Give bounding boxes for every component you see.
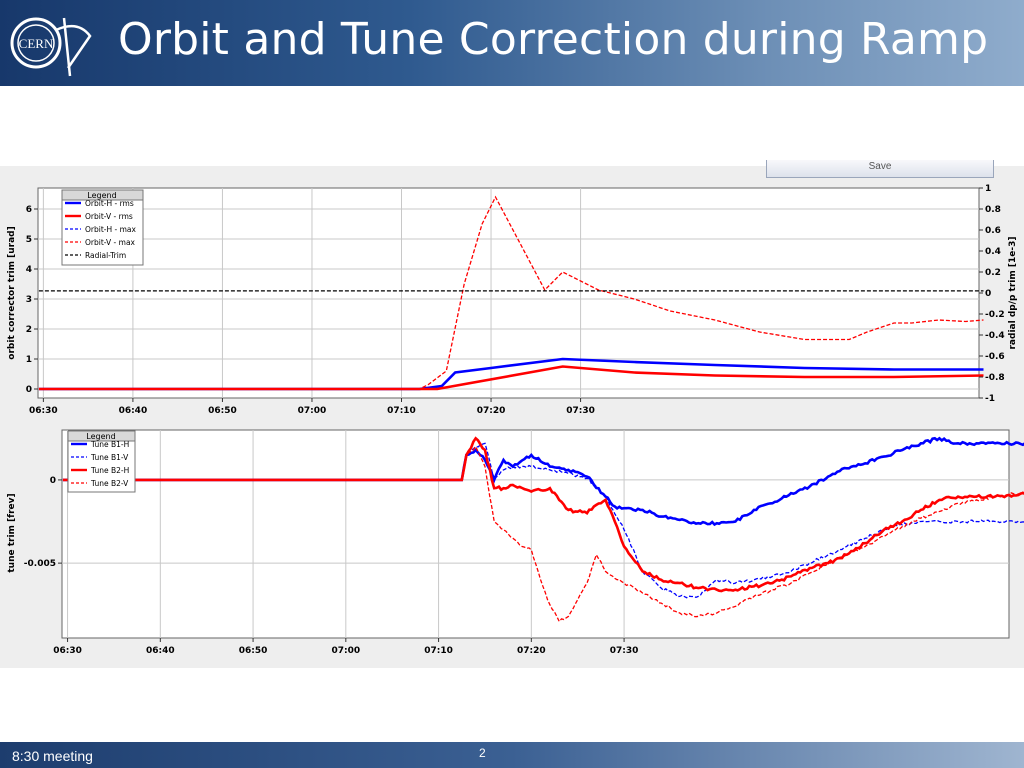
orbit-plot-frame bbox=[37, 187, 980, 399]
tune-legend: Legend Tune B1-H Tune B1-V Tune B2-H Tune B… bbox=[67, 430, 136, 493]
x-tick-label: 07:00 bbox=[331, 646, 360, 656]
orbit-y2-axis-label: radial dp/p trim [1e-3] bbox=[1008, 236, 1018, 349]
legend-label: Tune B1-H bbox=[90, 440, 129, 449]
series-line-0 bbox=[38, 357, 984, 391]
y2-tick-label: -1 bbox=[985, 394, 995, 404]
series-line-3 bbox=[38, 195, 984, 390]
legend-label: Orbit-H - rms bbox=[85, 199, 134, 208]
legend-label: Orbit-V - rms bbox=[85, 212, 133, 221]
tune-plot-axes: 06:30 06:40 06:50 07:00 07:10 07:20 07:30 0 -0.0… bbox=[24, 476, 639, 656]
x-tick-label: 07:00 bbox=[298, 406, 327, 416]
y2-tick-label: 1 bbox=[985, 184, 991, 194]
y2-tick-label: 0.4 bbox=[985, 247, 1001, 257]
y-tick-label: 0 bbox=[26, 385, 32, 395]
x-tick-label: 06:40 bbox=[146, 646, 175, 656]
series-line-2 bbox=[62, 436, 1024, 593]
y2-tick-label: 0.8 bbox=[985, 205, 1001, 215]
title-bar: CERN Orbit and Tune Correction during Ra… bbox=[0, 0, 1024, 86]
legend-label: Tune B2-H bbox=[90, 466, 129, 475]
cern-logo-text: CERN bbox=[19, 36, 54, 51]
x-tick-label: 07:30 bbox=[610, 646, 639, 656]
legend-label: Tune B2-V bbox=[90, 479, 129, 488]
legend-label: Orbit-V - max bbox=[85, 238, 136, 247]
orbit-legend: Legend Orbit-H - rms Orbit-V - rms Orbit-H… bbox=[61, 189, 144, 266]
x-tick-label: 07:30 bbox=[566, 406, 595, 416]
cern-logo: CERN bbox=[10, 17, 92, 77]
y2-tick-label: -0.4 bbox=[985, 331, 1005, 341]
orbit-plot-grid bbox=[38, 188, 979, 398]
x-tick-label: 06:40 bbox=[119, 406, 148, 416]
orbit-y-axis-label: orbit corrector trim [urad] bbox=[7, 226, 17, 359]
series-line-1 bbox=[38, 365, 984, 391]
x-tick-label: 07:10 bbox=[424, 646, 453, 656]
x-tick-label: 07:20 bbox=[517, 646, 546, 656]
y2-tick-label: 0 bbox=[985, 289, 991, 299]
y2-tick-label: 0.6 bbox=[985, 226, 1001, 236]
tune-legend-title: Legend bbox=[86, 432, 115, 441]
y-tick-label: 4 bbox=[26, 265, 32, 275]
y-tick-label: 0 bbox=[50, 476, 56, 486]
series-line-0 bbox=[62, 436, 1024, 527]
x-tick-label: 06:50 bbox=[239, 646, 268, 656]
x-tick-label: 07:20 bbox=[477, 406, 506, 416]
orbit-plot-series bbox=[38, 195, 984, 391]
y-tick-label: -0.005 bbox=[24, 559, 56, 569]
y-tick-label: 6 bbox=[26, 205, 32, 215]
legend-label: Orbit-H - max bbox=[85, 225, 136, 234]
page-number: 2 bbox=[479, 746, 486, 760]
x-tick-label: 06:50 bbox=[208, 406, 237, 416]
x-tick-label: 06:30 bbox=[53, 646, 82, 656]
orbit-legend-title: Legend bbox=[87, 191, 116, 200]
y2-tick-label: -0.8 bbox=[985, 373, 1005, 383]
y2-tick-label: -0.2 bbox=[985, 310, 1005, 320]
y-tick-label: 1 bbox=[26, 355, 32, 365]
tune-plot-series bbox=[62, 436, 1024, 623]
y-tick-label: 5 bbox=[26, 235, 32, 245]
y2-tick-label: 0.2 bbox=[985, 268, 1001, 278]
footer-bar: 8:30 meeting 2 bbox=[0, 742, 1024, 768]
save-button[interactable]: Save bbox=[766, 160, 994, 178]
orbit-plot-axes: 06:30 06:40 06:50 07:00 07:10 07:20 07:30 0 1 2 3 4… bbox=[26, 184, 1005, 416]
legend-label: Radial-Trim bbox=[85, 251, 126, 260]
y-tick-label: 3 bbox=[26, 295, 32, 305]
y2-tick-label: -0.6 bbox=[985, 352, 1005, 362]
tune-y-axis-label: tune trim [frev] bbox=[7, 493, 17, 572]
x-tick-label: 07:10 bbox=[387, 406, 416, 416]
footer-meeting-label: 8:30 meeting bbox=[12, 748, 93, 764]
series-line-1 bbox=[62, 442, 1024, 599]
series-line-3 bbox=[62, 445, 1024, 623]
x-tick-label: 06:30 bbox=[29, 406, 58, 416]
tune-plot-frame bbox=[61, 429, 1010, 639]
slide-title: Orbit and Tune Correction during Ramp bbox=[118, 14, 989, 65]
y-tick-label: 2 bbox=[26, 325, 32, 335]
legend-label: Tune B1-V bbox=[90, 453, 129, 462]
